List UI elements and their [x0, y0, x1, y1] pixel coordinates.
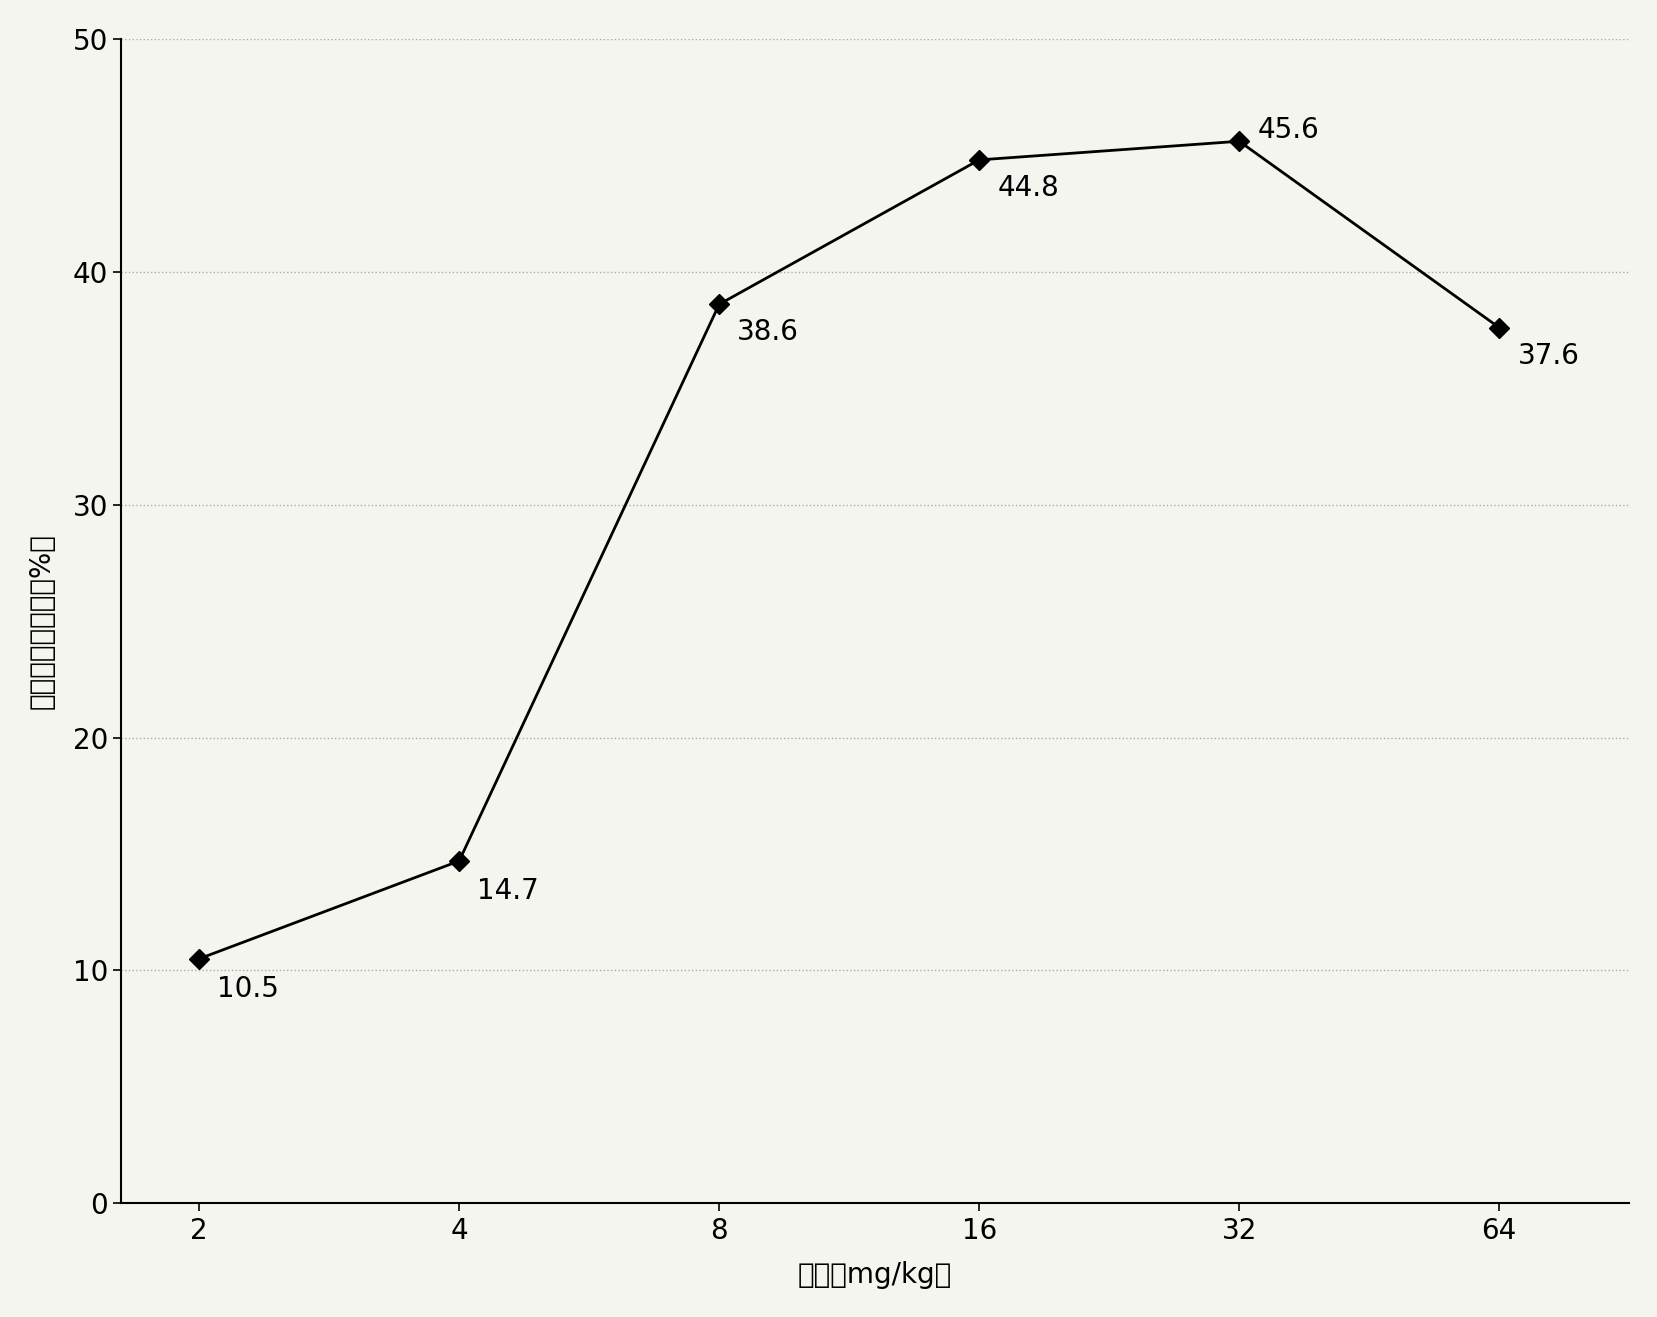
Text: 10.5: 10.5	[217, 975, 280, 1004]
Text: 45.6: 45.6	[1258, 116, 1319, 144]
Text: 44.8: 44.8	[998, 174, 1059, 202]
Text: 38.6: 38.6	[737, 319, 799, 346]
Text: 37.6: 37.6	[1518, 341, 1579, 370]
X-axis label: 剂量（mg/kg）: 剂量（mg/kg）	[799, 1262, 953, 1289]
Y-axis label: 酥红分泌量增加（%）: 酥红分泌量增加（%）	[28, 533, 56, 709]
Text: 14.7: 14.7	[477, 877, 539, 905]
